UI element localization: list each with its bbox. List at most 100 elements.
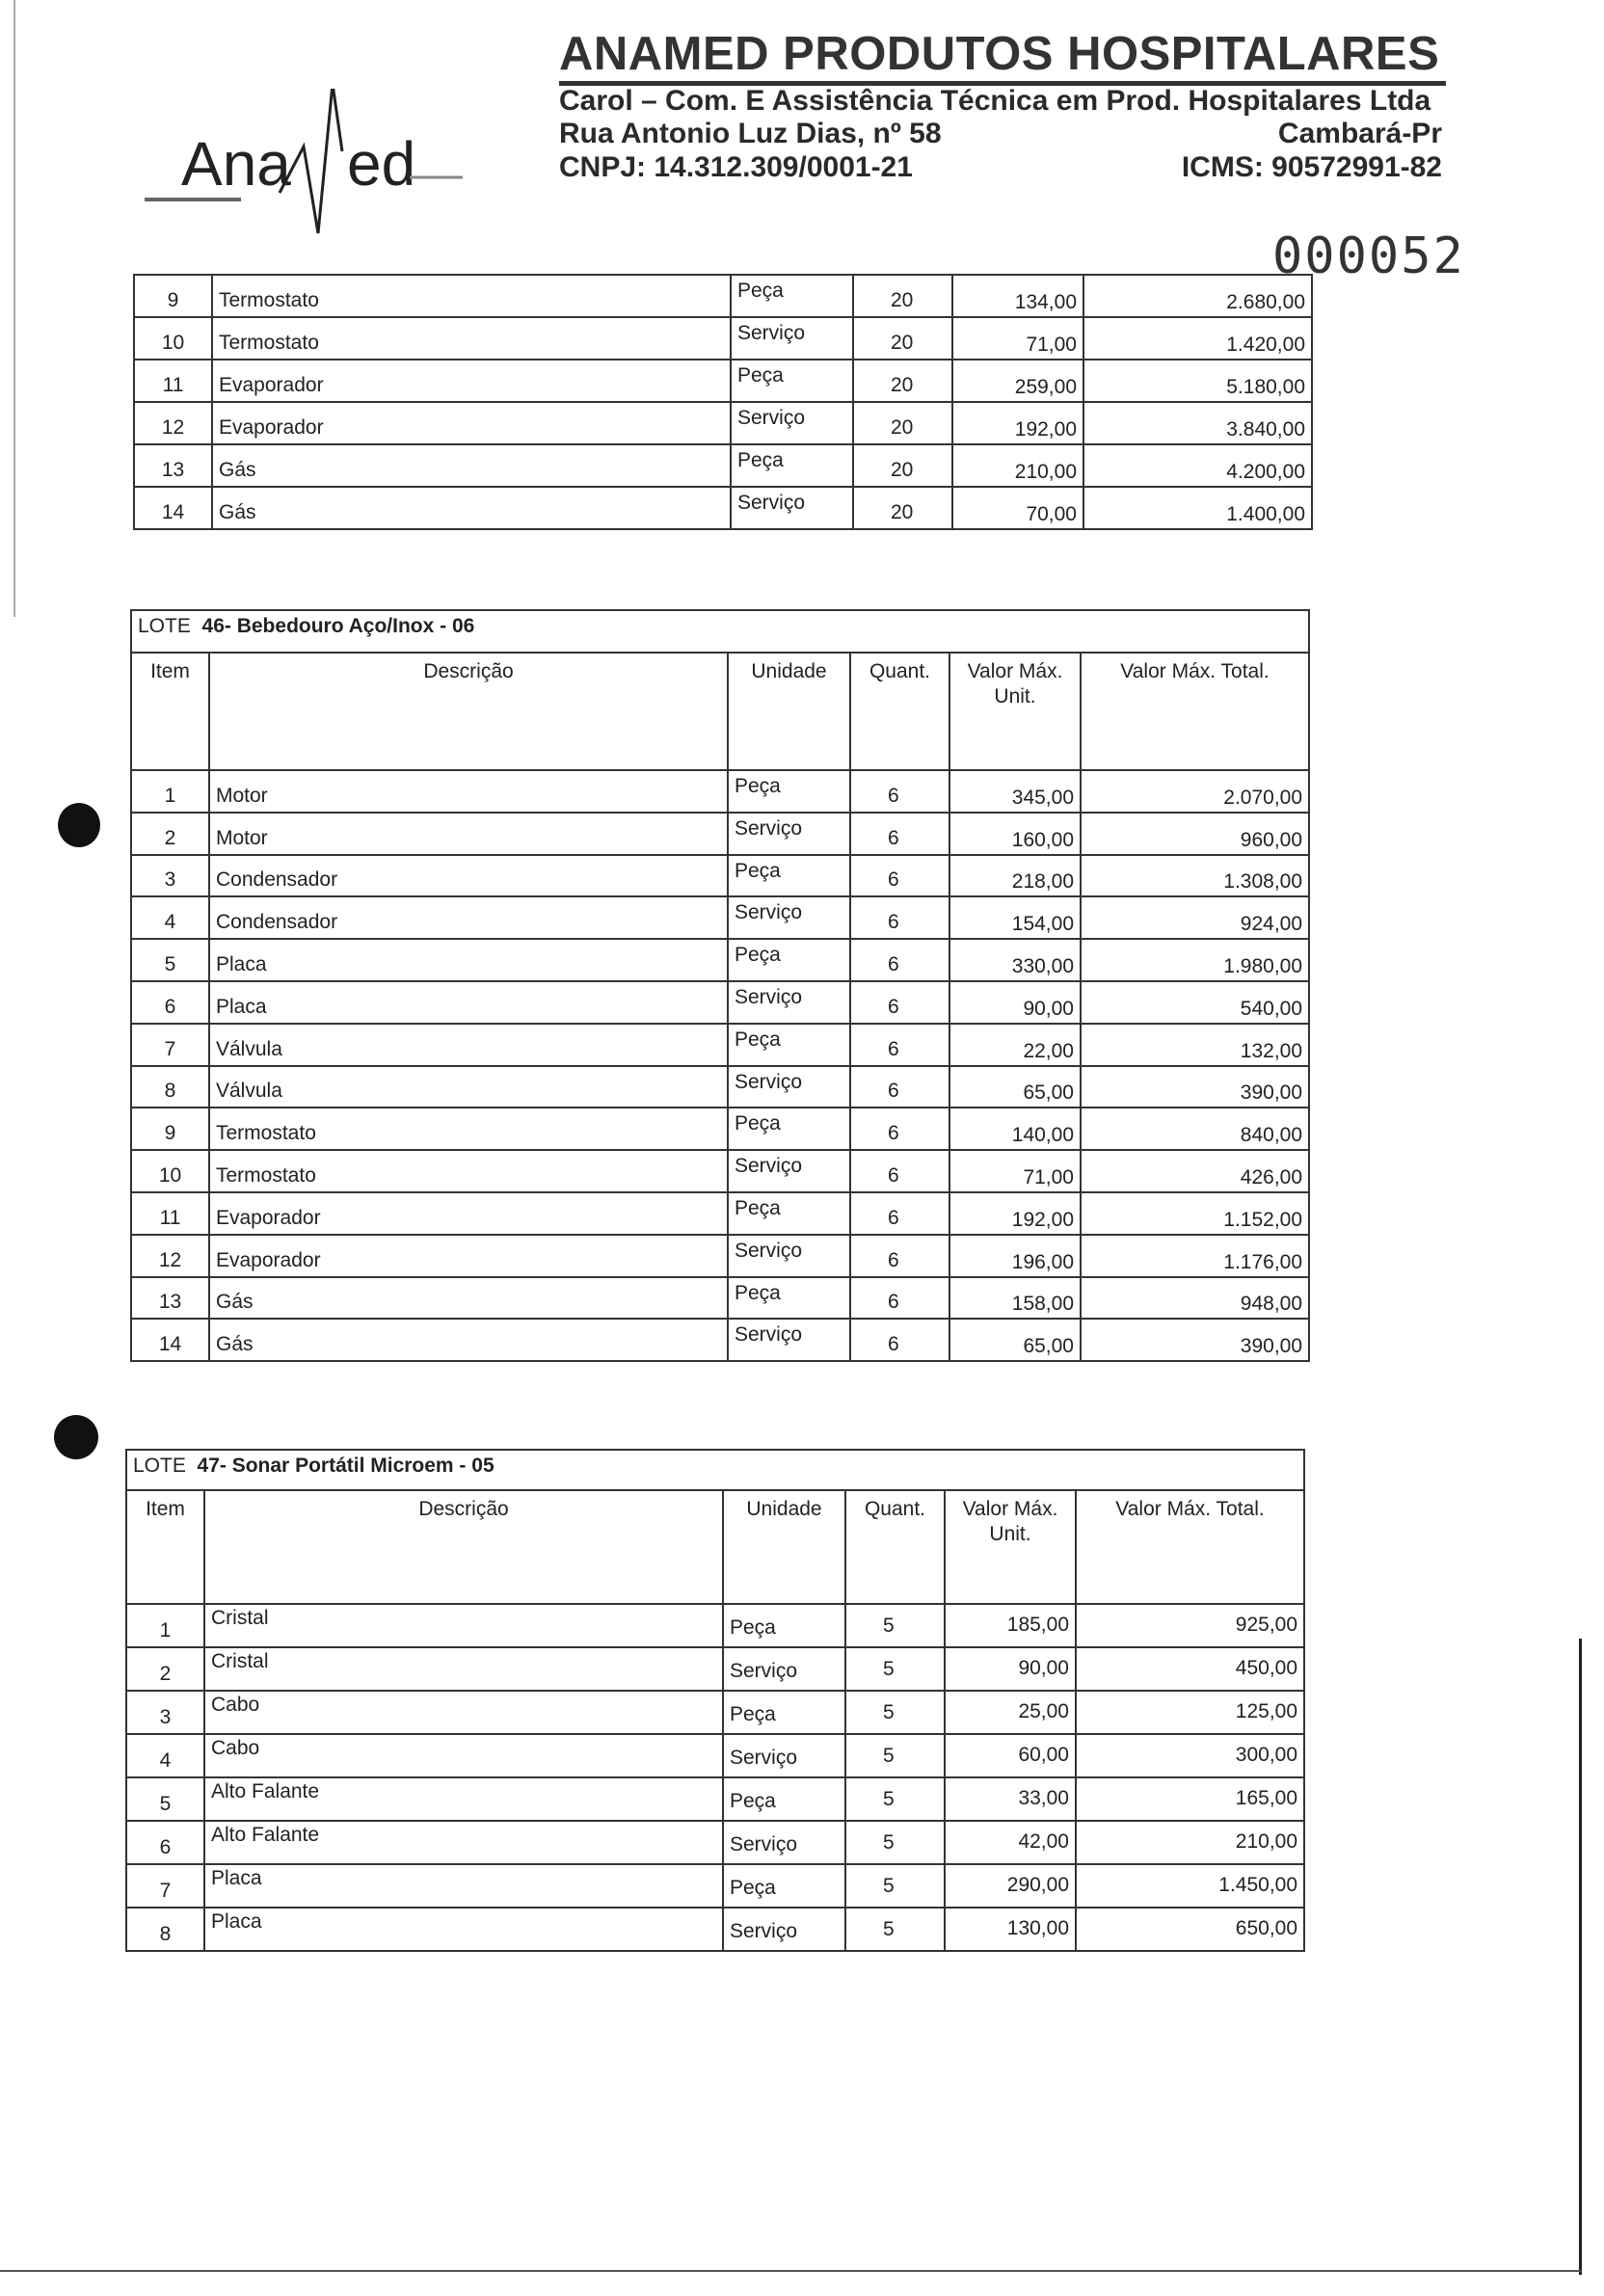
cell-qty: 20 [852,486,953,530]
lote-title-row: LOTE 46- Bebedouro Aço/Inox - 06 [129,609,1311,654]
cell-desc: Cabo [203,1733,724,1778]
cell-desc: Motor [208,811,729,856]
cell-price: 42,00 [944,1820,1077,1865]
cell-item: 9 [130,1107,210,1152]
cell-price: 134,00 [951,274,1084,318]
cell-total: 1.450,00 [1074,1863,1306,1909]
cell-item: 6 [125,1820,205,1865]
table-row: 11 Evaporador Peça 20 259,00 5.180,00 [133,359,1313,403]
cell-total: 3.840,00 [1083,401,1313,445]
table-row: 2 Cristal Serviço 5 90,00 450,00 [125,1646,1306,1692]
cell-unit: Serviço [722,1820,846,1865]
cell-price: 259,00 [951,359,1084,403]
cell-unit: Peça [727,853,851,898]
cell-qty: 5 [844,1863,946,1909]
cell-item: 3 [125,1690,205,1735]
cell-qty: 20 [852,274,953,318]
cell-total: 960,00 [1079,811,1311,856]
col-item: Item [125,1489,205,1605]
cell-item: 5 [130,938,210,982]
company-title: ANAMED PRODUTOS HOSPITALARES [559,28,1440,80]
cell-price: 71,00 [951,316,1084,360]
cell-price: 154,00 [949,895,1082,941]
table-row: 3 Condensador Peça 6 218,00 1.308,00 [130,853,1311,898]
lote-46-table: LOTE 46- Bebedouro Aço/Inox - 06 Item De… [129,609,1311,1363]
cell-qty: 5 [844,1776,946,1822]
cell-qty: 20 [852,443,953,488]
cell-unit: Peça [727,1022,851,1067]
cell-qty: 6 [849,1064,950,1109]
title-underline [559,81,1446,86]
cell-unit: Peça [722,1690,846,1735]
table-row: 14 Gás Serviço 6 65,00 390,00 [130,1318,1311,1363]
table-row: 6 Alto Falante Serviço 5 42,00 210,00 [125,1820,1306,1865]
cell-total: 650,00 [1074,1907,1306,1952]
cell-total: 300,00 [1074,1733,1306,1778]
table-row: 9 Termostato Peça 6 140,00 840,00 [130,1107,1311,1152]
lote-label: LOTE [138,615,191,637]
cell-desc: Gás [211,486,732,530]
cell-item: 11 [130,1190,210,1236]
col-valor-total: Valor Máx. Total. [1074,1489,1306,1605]
cell-item: 14 [133,486,213,530]
cell-unit: Peça [727,1107,851,1152]
cell-qty: 6 [849,938,950,982]
lote-47-table: LOTE 47- Sonar Portátil Microem - 05 Ite… [124,1449,1306,1952]
cell-price: 22,00 [949,1022,1082,1067]
cell-desc: Placa [208,979,729,1025]
svg-text:ed: ed [347,129,415,199]
col-quant: Quant. [849,652,950,771]
cell-unit: Serviço [727,811,851,856]
col-quant: Quant. [844,1489,946,1605]
cell-total: 4.200,00 [1083,443,1313,488]
cell-item: 10 [133,316,213,360]
cell-price: 130,00 [944,1907,1077,1952]
col-item: Item [130,652,210,771]
cell-item: 9 [133,274,213,318]
cell-unit: Peça [727,1275,851,1321]
table-row: 12 Evaporador Serviço 20 192,00 3.840,00 [133,401,1313,445]
cell-price: 60,00 [944,1733,1077,1778]
cell-item: 13 [133,443,213,488]
cell-desc: Motor [208,769,729,814]
cell-unit: Peça [722,1776,846,1822]
cell-price: 210,00 [951,443,1084,488]
cell-qty: 6 [849,1275,950,1321]
cell-price: 33,00 [944,1776,1077,1822]
cell-desc: Alto Falante [203,1820,724,1865]
table-row: 5 Alto Falante Peça 5 33,00 165,00 [125,1776,1306,1822]
cell-qty: 5 [844,1690,946,1735]
cnpj: CNPJ: 14.312.309/0001-21 [559,151,913,183]
cell-total: 1.980,00 [1079,938,1311,982]
cell-item: 7 [125,1863,205,1909]
cell-item: 7 [130,1022,210,1067]
table-row: 7 Válvula Peça 6 22,00 132,00 [130,1022,1311,1067]
cell-total: 1.152,00 [1079,1190,1311,1236]
lote-label: LOTE [133,1455,186,1477]
cell-unit: Peça [727,769,851,814]
cell-unit: Peça [727,1190,851,1236]
cell-qty: 5 [844,1646,946,1692]
cell-qty: 6 [849,1318,950,1363]
cell-unit: Peça [730,274,854,318]
cell-unit: Serviço [730,316,854,360]
cell-item: 11 [133,359,213,403]
cell-unit: Serviço [730,401,854,445]
cell-price: 65,00 [949,1064,1082,1109]
col-valor-unit: Valor Máx. Unit. [949,652,1082,771]
svg-text:Ana: Ana [181,129,291,199]
cell-price: 192,00 [951,401,1084,445]
cell-item: 5 [125,1776,205,1822]
cell-price: 71,00 [949,1149,1082,1193]
col-valor-total: Valor Máx. Total. [1079,652,1311,771]
cell-qty: 5 [844,1603,946,1648]
cell-desc: Cristal [203,1603,724,1648]
cell-desc: Condensador [208,853,729,898]
cell-total: 2.680,00 [1083,274,1313,318]
cell-desc: Válvula [208,1064,729,1109]
cell-desc: Evaporador [208,1233,729,1278]
table-row: 3 Cabo Peça 5 25,00 125,00 [125,1690,1306,1735]
table-row: 2 Motor Serviço 6 160,00 960,00 [130,811,1311,856]
cell-desc: Evaporador [208,1190,729,1236]
table-row: 9 Termostato Peça 20 134,00 2.680,00 [133,274,1313,318]
